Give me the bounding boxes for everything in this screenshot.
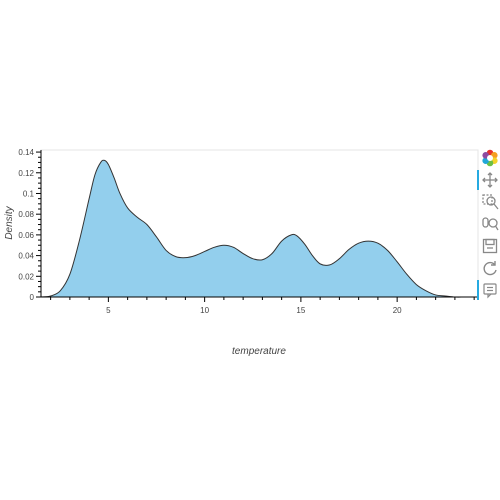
x-tick-label: 5 — [106, 306, 111, 315]
y-axis-label: Density — [4, 205, 15, 239]
toolbar — [477, 146, 500, 306]
hover-icon[interactable] — [480, 280, 500, 300]
x-axis: 5 10 15 20 — [41, 296, 478, 315]
x-tick-label: 15 — [296, 306, 305, 315]
hover-active-indicator — [477, 280, 479, 300]
box-zoom-icon[interactable] — [480, 192, 500, 212]
y-tick-label: 0.14 — [18, 148, 34, 157]
x-tick-label: 10 — [200, 306, 209, 315]
bokeh-logo-icon[interactable] — [480, 148, 500, 168]
density-area — [41, 160, 475, 298]
wheel-zoom-icon[interactable] — [480, 214, 500, 234]
y-tick-label: 0.1 — [23, 189, 35, 198]
pan-active-indicator — [477, 170, 479, 190]
x-axis-label: temperature — [232, 346, 286, 357]
reset-icon[interactable] — [480, 258, 500, 278]
plot-area — [40, 159, 475, 298]
y-tick-label: 0.02 — [18, 272, 34, 281]
pan-icon[interactable] — [480, 170, 500, 190]
y-tick-label: 0.12 — [18, 169, 34, 178]
y-tick-label: 0.06 — [18, 231, 34, 240]
y-tick-label: 0.04 — [18, 252, 34, 261]
save-icon[interactable] — [480, 236, 500, 256]
y-tick-label: 0.08 — [18, 210, 34, 219]
density-line — [40, 159, 475, 298]
y-tick-label: 0 — [30, 293, 35, 302]
y-axis: 0 0.02 0.04 0.06 0.08 0.1 0.12 0.14 — [18, 148, 42, 302]
x-tick-label: 20 — [393, 306, 402, 315]
